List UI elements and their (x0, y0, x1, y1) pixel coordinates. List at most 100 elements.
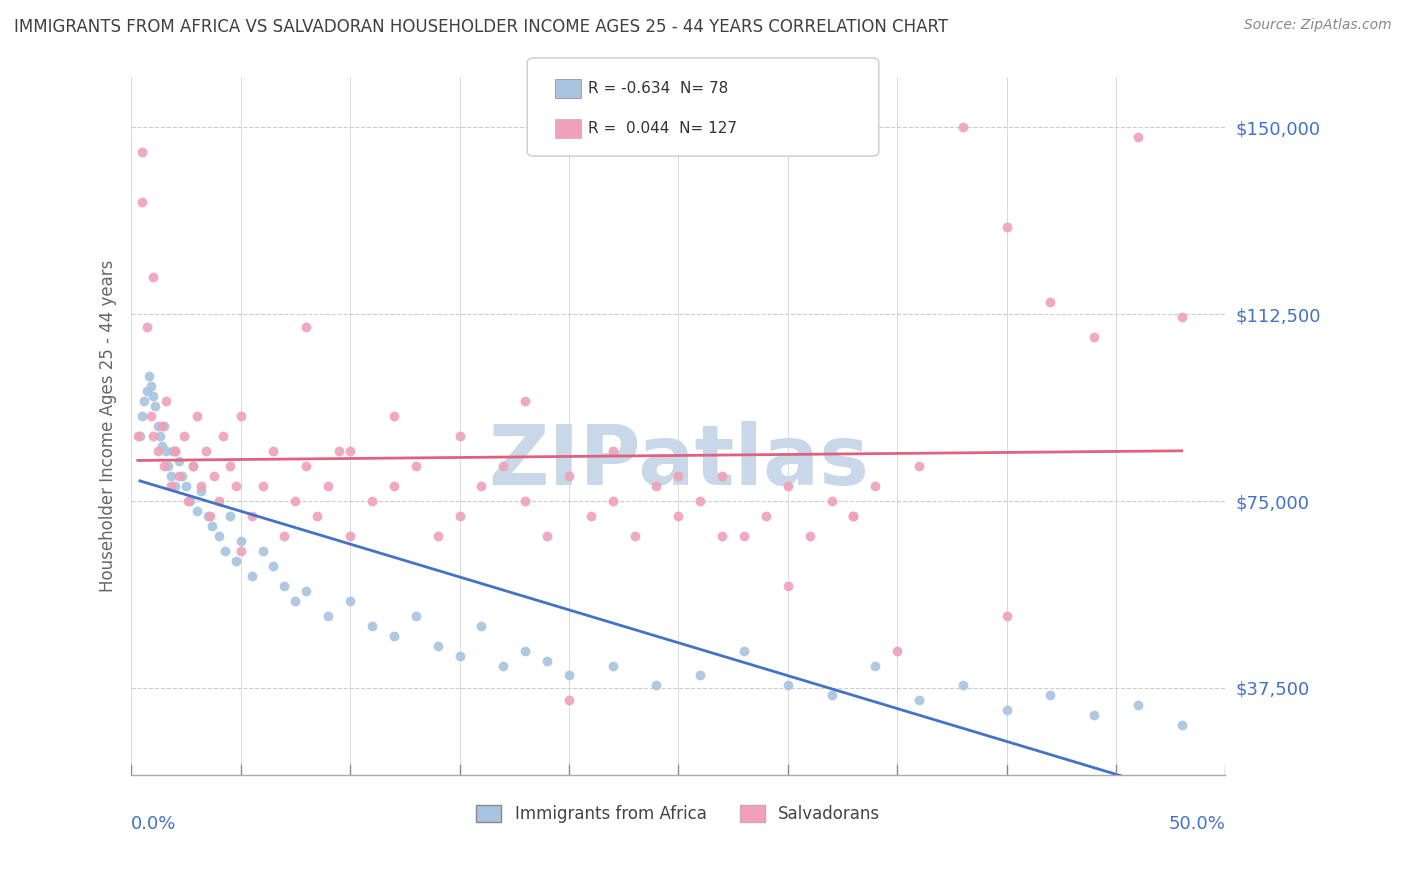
Point (886, 643, 908, 657)
Point (689, 668, 711, 682)
Point (733, 643, 755, 657)
Point (146, 444, 169, 458)
Point (218, 459, 240, 474)
Point (181, 459, 204, 474)
Point (382, 629, 405, 643)
Point (143, 400, 166, 414)
Point (179, 494, 201, 508)
Point (197, 508, 219, 523)
Point (252, 544, 274, 558)
Point (194, 444, 217, 458)
Point (142, 269, 165, 284)
Point (799, 529, 821, 543)
Point (689, 494, 711, 508)
Point (146, 419, 169, 434)
Point (361, 494, 384, 508)
Point (492, 658, 515, 673)
Point (177, 494, 200, 508)
Point (602, 494, 624, 508)
Point (952, 120, 974, 135)
Point (284, 494, 307, 508)
Point (711, 469, 734, 483)
Point (558, 693, 581, 707)
Point (284, 593, 307, 607)
Point (339, 444, 361, 458)
Point (135, 319, 157, 334)
Point (138, 369, 160, 384)
Point (153, 419, 176, 434)
Point (405, 459, 427, 474)
Point (382, 479, 405, 493)
Point (645, 678, 668, 692)
Point (602, 658, 624, 673)
Point (536, 654, 558, 668)
Point (163, 444, 186, 458)
Point (186, 504, 208, 518)
Legend: Immigrants from Africa, Salvadorans: Immigrants from Africa, Salvadorans (470, 798, 887, 830)
Point (218, 508, 240, 523)
Point (470, 618, 492, 632)
Point (842, 508, 865, 523)
Point (776, 678, 799, 692)
Point (214, 544, 236, 558)
Point (361, 618, 384, 632)
Point (666, 508, 689, 523)
Point (339, 593, 361, 607)
Point (536, 529, 558, 543)
Point (995, 703, 1018, 717)
Point (150, 419, 173, 434)
Point (1083, 329, 1105, 343)
Y-axis label: Householder Income Ages 25 - 44 years: Householder Income Ages 25 - 44 years (100, 260, 117, 592)
Point (908, 693, 931, 707)
Point (295, 583, 318, 598)
Point (405, 608, 427, 623)
Point (142, 389, 165, 403)
Point (1170, 310, 1192, 324)
Point (131, 145, 153, 160)
Point (382, 409, 405, 424)
Point (163, 444, 186, 458)
Point (952, 678, 974, 692)
Point (711, 529, 734, 543)
Point (776, 479, 799, 493)
Point (139, 409, 162, 424)
Point (908, 459, 931, 474)
Point (252, 479, 274, 493)
Point (129, 429, 152, 443)
Point (426, 639, 449, 653)
Point (515, 494, 537, 508)
Point (190, 479, 212, 493)
Point (229, 533, 252, 548)
Point (995, 219, 1018, 234)
Point (995, 608, 1018, 623)
Point (162, 444, 184, 458)
Point (470, 479, 492, 493)
Point (225, 554, 247, 568)
Point (135, 384, 157, 399)
Point (159, 469, 181, 483)
Point (820, 689, 842, 703)
Point (139, 379, 162, 393)
Point (339, 529, 361, 543)
Point (842, 508, 865, 523)
Point (1170, 718, 1192, 732)
Point (1083, 708, 1105, 723)
Point (623, 529, 645, 543)
Point (155, 394, 177, 409)
Point (150, 439, 173, 453)
Point (208, 529, 231, 543)
Point (263, 444, 285, 458)
Text: ZIPatlas: ZIPatlas (488, 421, 869, 501)
Point (558, 469, 581, 483)
Point (307, 508, 329, 523)
Point (229, 409, 252, 424)
Point (515, 643, 537, 657)
Text: Source: ZipAtlas.com: Source: ZipAtlas.com (1244, 18, 1392, 32)
Point (159, 479, 181, 493)
Point (492, 459, 515, 474)
Point (295, 319, 318, 334)
Text: 50.0%: 50.0% (1168, 815, 1226, 833)
Point (316, 608, 339, 623)
Point (134, 394, 156, 409)
Text: R =  0.044  N= 127: R = 0.044 N= 127 (588, 121, 737, 136)
